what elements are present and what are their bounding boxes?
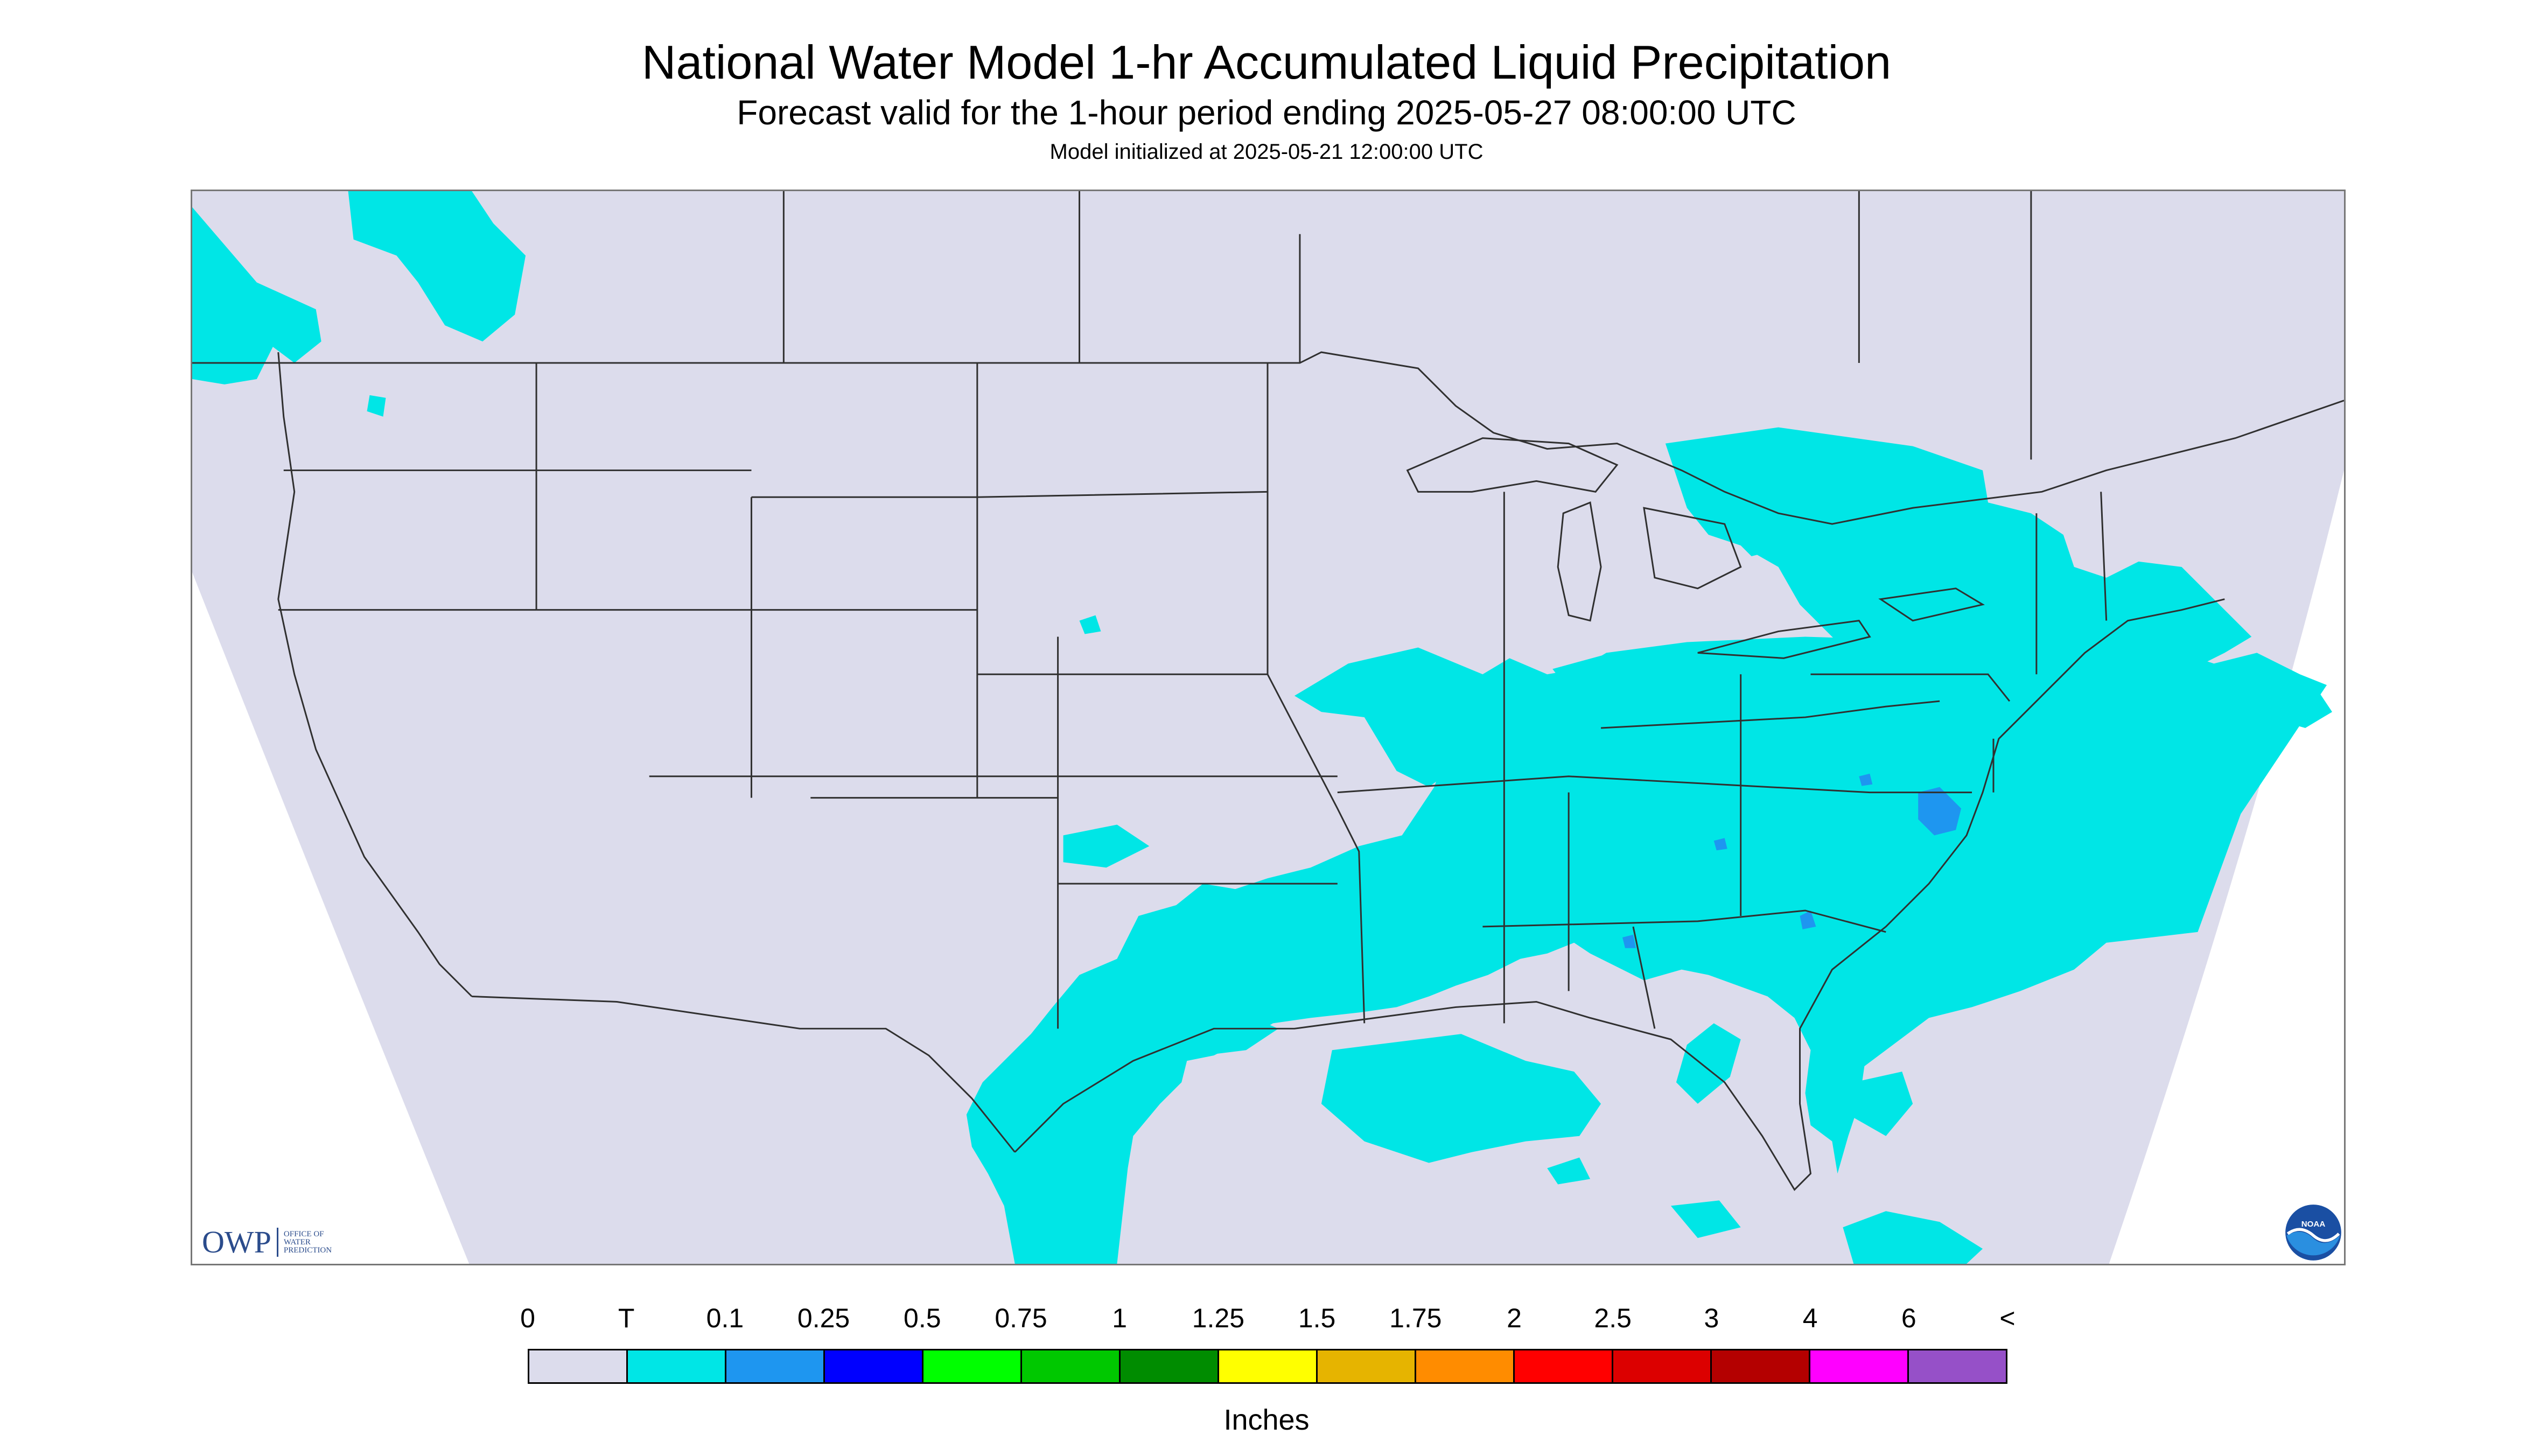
map-canvas (192, 191, 2344, 1264)
legend-label: < (1999, 1303, 2016, 1333)
legend-label: 1 (1112, 1303, 1128, 1333)
legend-swatch (825, 1350, 923, 1382)
map-subtitle: Forecast valid for the 1-hour period end… (737, 93, 1796, 132)
legend-swatch (726, 1350, 825, 1382)
noaa-logo-text: NOAA (2301, 1220, 2326, 1229)
owp-logo-subtext: OFFICE OF WATER PREDICTION (283, 1229, 332, 1255)
legend-label: 0.75 (995, 1303, 1047, 1333)
legend-swatch (529, 1350, 628, 1382)
legend-label: 2.5 (1594, 1303, 1632, 1333)
legend-label: 0 (520, 1303, 535, 1333)
legend-swatch (1613, 1350, 1712, 1382)
legend-label: 1.5 (1298, 1303, 1336, 1333)
legend-swatch (1219, 1350, 1318, 1382)
legend-swatch (1810, 1350, 1909, 1382)
legend-label: 1.25 (1192, 1303, 1245, 1333)
legend-label: 4 (1802, 1303, 1818, 1333)
legend-swatch (1121, 1350, 1219, 1382)
state-boundaries (192, 191, 2344, 1191)
legend-swatch (1318, 1350, 1416, 1382)
legend-swatch (1416, 1350, 1515, 1382)
legend-labels: 0 T 0.1 0.25 0.5 0.75 1 1.25 1.5 1.75 2 2.5 3 4 6 < (0, 1302, 2533, 1334)
map-title: National Water Model 1-hr Accumulated Li… (641, 36, 1892, 89)
legend-label: 0.25 (797, 1303, 850, 1333)
legend-label: 3 (1704, 1303, 1719, 1333)
legend-swatch (1515, 1350, 1613, 1382)
legend-label: 0.5 (904, 1303, 941, 1333)
legend-swatch (1022, 1350, 1121, 1382)
legend-swatch (1909, 1350, 2006, 1382)
legend-label: 1.75 (1389, 1303, 1442, 1333)
legend-label: T (618, 1303, 635, 1333)
legend-swatch (1712, 1350, 1810, 1382)
legend-label: 2 (1507, 1303, 1522, 1333)
legend-units: Inches (1223, 1404, 1310, 1436)
precip-trace-areas (192, 191, 2333, 1264)
legend-label: 6 (1901, 1303, 1916, 1333)
model-init-text: Model initialized at 2025-05-21 12:00:00… (1049, 140, 1484, 164)
owp-logo: OWP OFFICE OF WATER PREDICTION (202, 1226, 348, 1258)
owp-logo-text: OWP (202, 1224, 271, 1259)
precipitation-map[interactable]: OWP OFFICE OF WATER PREDICTION NOAA (191, 190, 2346, 1265)
legend-label: 0.1 (706, 1303, 744, 1333)
legend-colorbar (528, 1349, 2007, 1384)
owp-logo-divider (276, 1228, 278, 1257)
legend-swatch (923, 1350, 1022, 1382)
legend-swatch (628, 1350, 726, 1382)
noaa-logo: NOAA (2285, 1205, 2341, 1261)
precip-0-1-areas (1622, 773, 1962, 948)
